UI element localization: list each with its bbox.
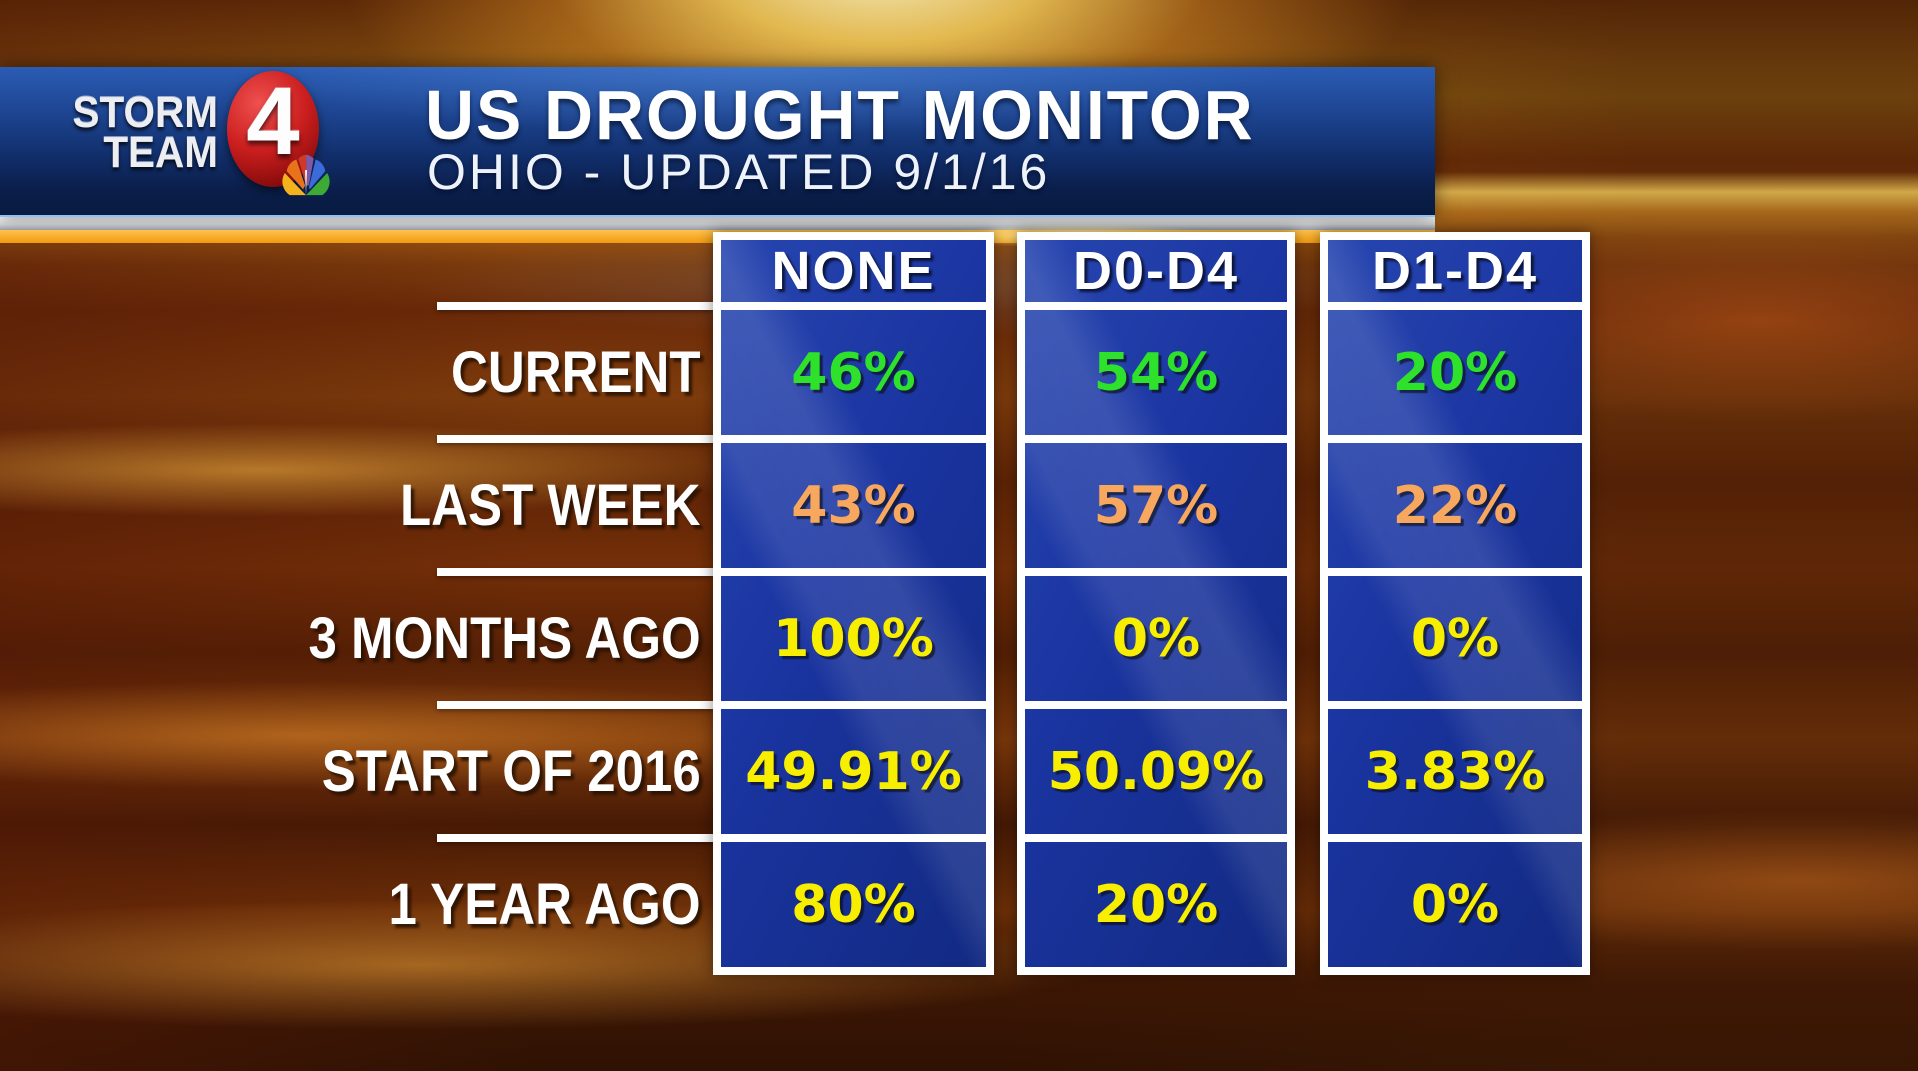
value-cell: 80%	[721, 834, 986, 967]
channel-number: 4	[246, 68, 300, 175]
value-cell: 20%	[1025, 834, 1287, 967]
drought-table: CURRENT LAST WEEK 3 MONTHS AGO START OF …	[200, 232, 1590, 975]
value-cell: 43%	[721, 435, 986, 568]
value-cell: 100%	[721, 568, 986, 701]
value-cell: 50.09%	[1025, 701, 1287, 834]
value-cell: 0%	[1328, 834, 1582, 967]
value-cell: 3.83%	[1328, 701, 1582, 834]
channel-4-badge: 4	[227, 68, 330, 196]
value-cell: 57%	[1025, 435, 1287, 568]
column-none: NONE 46% 43% 100% 49.91% 80%	[713, 232, 994, 975]
page-subtitle: OHIO - UPDATED 9/1/16	[427, 144, 1051, 200]
column-d1-d4: D1-D4 20% 22% 0% 3.83% 0%	[1320, 232, 1590, 975]
column-header-none: NONE	[771, 241, 936, 301]
storm-team-logo-line2: TEAM	[103, 128, 218, 177]
row-label-start-of-2016: START OF 2016	[200, 701, 713, 834]
banner-background: STORM TEAM 4 US DROUGHT MO	[0, 67, 1435, 217]
nbc-peacock-icon	[282, 154, 330, 196]
column-d0-d4: D0-D4 54% 57% 0% 50.09% 20%	[1017, 232, 1295, 975]
column-header-d1-d4: D1-D4	[1371, 241, 1539, 301]
value-cell: 0%	[1025, 568, 1287, 701]
header-banner: STORM TEAM 4 US DROUGHT MO	[0, 67, 1435, 248]
value-cell: 46%	[721, 302, 986, 435]
storm-team-logo-line1: STORM	[72, 88, 218, 137]
column-header-d0-d4: D0-D4	[1072, 241, 1240, 301]
row-labels: CURRENT LAST WEEK 3 MONTHS AGO START OF …	[200, 302, 713, 967]
value-cell: 20%	[1328, 302, 1582, 435]
row-label-1-year-ago: 1 YEAR AGO	[200, 834, 713, 967]
storm-team-logo: STORM TEAM	[54, 88, 218, 177]
value-cell: 22%	[1328, 435, 1582, 568]
row-label-last-week: LAST WEEK	[200, 435, 713, 568]
row-label-current: CURRENT	[200, 302, 713, 435]
value-cell: 49.91%	[721, 701, 986, 834]
value-cell: 54%	[1025, 302, 1287, 435]
page-title: US DROUGHT MONITOR	[425, 76, 1255, 154]
value-cell: 0%	[1328, 568, 1582, 701]
row-label-3-months-ago: 3 MONTHS AGO	[200, 568, 713, 701]
